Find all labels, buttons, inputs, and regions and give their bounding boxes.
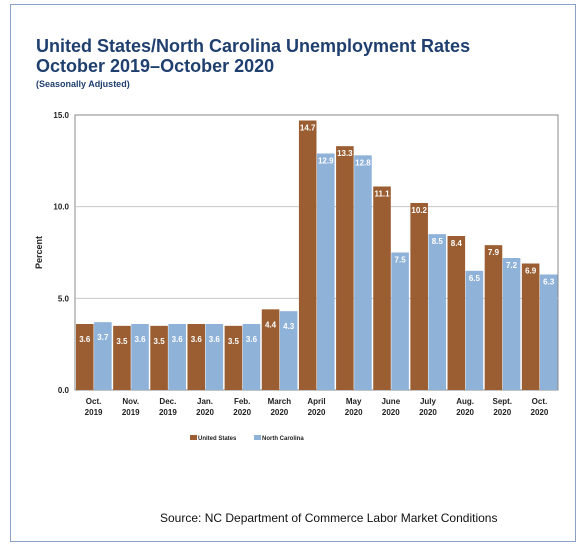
x-tick-label: Dec. [159, 397, 176, 406]
x-tick-label: 2019 [85, 408, 103, 417]
bar [187, 324, 206, 390]
bar [168, 324, 186, 390]
data-label: 8.4 [451, 239, 463, 248]
bar [539, 274, 558, 390]
data-label: 3.6 [246, 335, 258, 344]
x-tick-label: Nov. [122, 397, 139, 406]
bar [261, 309, 280, 390]
data-label: 3.5 [154, 337, 166, 346]
bar [317, 153, 335, 390]
data-label: 13.3 [337, 149, 353, 158]
x-tick-label: Jan. [197, 397, 213, 406]
data-label: 7.9 [488, 248, 500, 257]
chart-title-line1: United States/North Carolina Unemploymen… [36, 36, 471, 56]
data-label: 6.3 [543, 278, 555, 287]
data-label: 3.6 [209, 335, 221, 344]
bar [279, 311, 298, 390]
x-tick-label: 2020 [270, 408, 288, 417]
data-label: 8.5 [432, 237, 444, 246]
bar [354, 155, 372, 390]
y-axis-label: Percent [34, 236, 44, 269]
bar [113, 325, 131, 390]
data-label: 3.7 [97, 333, 109, 342]
x-tick-label: 2020 [456, 408, 474, 417]
legend-label: United States [198, 436, 237, 442]
x-tick-label: April [307, 397, 325, 406]
bar [336, 146, 354, 390]
bar [465, 270, 484, 390]
data-label: 3.6 [191, 335, 203, 344]
x-tick-label: 2020 [233, 408, 251, 417]
y-tick-label: 0.0 [58, 386, 70, 395]
bar [410, 203, 428, 390]
x-tick-label: Feb. [234, 397, 250, 406]
chart-title-line2: October 2019–October 2020 [36, 56, 275, 76]
legend-swatch [190, 435, 197, 440]
bar [224, 325, 243, 390]
y-tick-label: 15.0 [53, 111, 69, 120]
chart-subtitle: (Seasonally Adjusted) [36, 79, 130, 89]
bar [373, 186, 391, 390]
data-label: 7.5 [395, 256, 407, 265]
bar [428, 234, 447, 390]
data-label: 4.3 [283, 322, 295, 331]
data-label: 7.2 [506, 261, 518, 270]
bar [447, 236, 466, 390]
bar [242, 324, 261, 390]
x-tick-label: Oct. [532, 397, 548, 406]
x-tick-label: 2019 [122, 408, 140, 417]
data-label: 12.9 [318, 157, 334, 166]
data-label: 3.6 [79, 335, 91, 344]
data-label: 3.6 [134, 335, 146, 344]
bar [131, 324, 149, 390]
chart-title: United States/North Carolina Unemploymen… [36, 36, 556, 76]
y-tick-label: 10.0 [53, 203, 69, 212]
x-tick-label: 2020 [419, 408, 437, 417]
bar [391, 252, 409, 390]
x-tick-label: 2019 [159, 408, 177, 417]
bar [94, 322, 112, 390]
legend-label: North Carolina [262, 436, 304, 442]
x-tick-label: May [346, 397, 362, 406]
bar [484, 245, 503, 390]
x-tick-label: March [268, 397, 292, 406]
data-label: 6.9 [525, 267, 537, 276]
bar [521, 263, 540, 390]
data-label: 3.5 [116, 337, 128, 346]
data-label: 3.5 [228, 337, 240, 346]
x-tick-label: Oct. [86, 397, 102, 406]
x-tick-label: June [381, 397, 400, 406]
data-label: 3.6 [172, 335, 184, 344]
x-tick-label: 2020 [493, 408, 511, 417]
source-note: Source: NC Department of Commerce Labor … [160, 511, 498, 525]
x-tick-label: 2020 [196, 408, 214, 417]
data-label: 11.1 [374, 190, 390, 199]
data-label: 14.7 [300, 124, 316, 133]
data-label: 4.4 [265, 320, 277, 329]
bar [205, 324, 224, 390]
x-tick-label: 2020 [345, 408, 363, 417]
bar [150, 325, 168, 390]
data-label: 10.2 [411, 206, 427, 215]
bar [76, 324, 94, 390]
y-tick-label: 5.0 [58, 294, 70, 303]
legend-swatch [254, 435, 261, 440]
bar [298, 120, 317, 390]
x-tick-label: 2020 [531, 408, 549, 417]
x-tick-label: Sept. [492, 397, 512, 406]
x-tick-label: 2020 [382, 408, 400, 417]
x-tick-label: July [420, 397, 437, 406]
data-label: 12.8 [355, 158, 371, 167]
bar [502, 258, 521, 390]
x-tick-label: 2020 [308, 408, 326, 417]
x-tick-label: Aug. [456, 397, 474, 406]
data-label: 6.5 [469, 274, 481, 283]
